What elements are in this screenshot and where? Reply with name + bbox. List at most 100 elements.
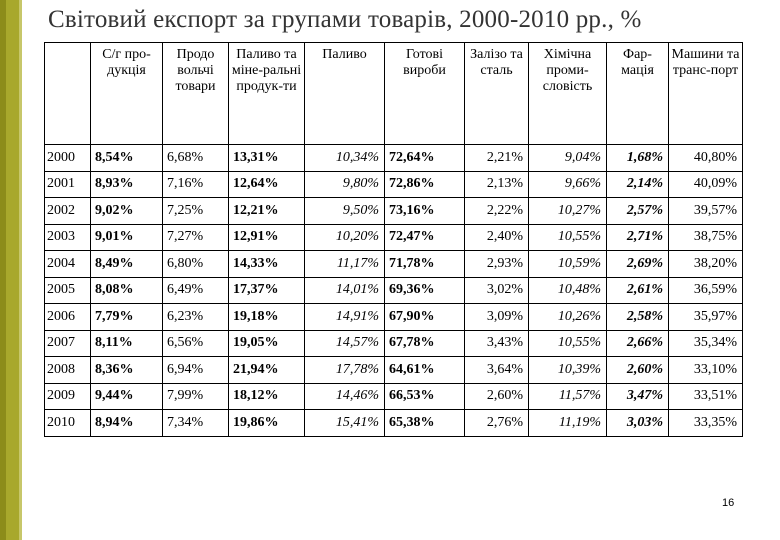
value-cell: 2,60% [606,356,669,384]
header-cell: Паливо [304,42,385,145]
header-cell: Паливо та міне-ральні продук-ти [228,42,305,145]
value-cell: 40,80% [668,144,743,172]
value-cell: 10,48% [528,276,607,304]
export-table: С/г про-дукція Продо вольчі товари Паливо … [44,42,743,437]
value-cell: 8,54% [90,144,163,172]
value-cell: 9,02% [90,197,163,225]
table-row: 2009 9,44% 7,99% 18,12% 14,46% 66,53% 2,60% 11,… [44,382,743,410]
value-cell: 6,56% [162,329,229,357]
value-cell: 18,12% [228,382,305,410]
value-cell: 40,09% [668,170,743,198]
value-cell: 11,17% [304,250,385,278]
year-cell: 2001 [44,170,91,198]
value-cell: 33,51% [668,382,743,410]
value-cell: 12,64% [228,170,305,198]
value-cell: 10,39% [528,356,607,384]
year-cell: 2007 [44,329,91,357]
value-cell: 2,13% [464,170,529,198]
year-cell: 2003 [44,223,91,251]
header-cell: Машини та транс-порт [668,42,743,145]
value-cell: 67,90% [384,303,465,331]
value-cell: 10,59% [528,250,607,278]
value-cell: 71,78% [384,250,465,278]
header-cell: С/г про-дукція [90,42,163,145]
value-cell: 3,09% [464,303,529,331]
value-cell: 6,23% [162,303,229,331]
accent-bar-highlight [19,0,22,540]
value-cell: 9,01% [90,223,163,251]
value-cell: 35,97% [668,303,743,331]
year-cell: 2009 [44,382,91,410]
value-cell: 6,94% [162,356,229,384]
table-row: 2007 8,11% 6,56% 19,05% 14,57% 67,78% 3,43% 10,… [44,329,743,357]
value-cell: 8,94% [90,409,163,437]
year-cell: 2010 [44,409,91,437]
value-cell: 72,47% [384,223,465,251]
header-cell: Фар-мація [606,42,669,145]
header-cell: Залізо та сталь [464,42,529,145]
value-cell: 14,33% [228,250,305,278]
value-cell: 17,37% [228,276,305,304]
value-cell: 38,20% [668,250,743,278]
value-cell: 3,47% [606,382,669,410]
value-cell: 9,50% [304,197,385,225]
value-cell: 7,34% [162,409,229,437]
value-cell: 2,21% [464,144,529,172]
table-row: 2006 7,79% 6,23% 19,18% 14,91% 67,90% 3,09% 10,… [44,303,743,331]
value-cell: 10,55% [528,329,607,357]
value-cell: 2,66% [606,329,669,357]
table-body: 2000 8,54% 6,68% 13,31% 10,34% 72,64% 2,21% 9,0… [44,144,743,437]
value-cell: 36,59% [668,276,743,304]
value-cell: 2,71% [606,223,669,251]
value-cell: 72,86% [384,170,465,198]
year-cell: 2005 [44,276,91,304]
value-cell: 3,02% [464,276,529,304]
value-cell: 2,69% [606,250,669,278]
value-cell: 33,10% [668,356,743,384]
table-row: 2004 8,49% 6,80% 14,33% 11,17% 71,78% 2,93% 10,… [44,250,743,278]
value-cell: 10,20% [304,223,385,251]
table-row: 2001 8,93% 7,16% 12,64% 9,80% 72,86% 2,13% 9,66… [44,170,743,198]
value-cell: 3,64% [464,356,529,384]
value-cell: 8,36% [90,356,163,384]
value-cell: 14,57% [304,329,385,357]
value-cell: 2,58% [606,303,669,331]
value-cell: 2,57% [606,197,669,225]
table-row: 2002 9,02% 7,25% 12,21% 9,50% 73,16% 2,22% 10,2… [44,197,743,225]
value-cell: 7,25% [162,197,229,225]
value-cell: 14,01% [304,276,385,304]
value-cell: 64,61% [384,356,465,384]
value-cell: 6,80% [162,250,229,278]
year-cell: 2000 [44,144,91,172]
value-cell: 7,27% [162,223,229,251]
value-cell: 19,18% [228,303,305,331]
table-row: 2000 8,54% 6,68% 13,31% 10,34% 72,64% 2,21% 9,0… [44,144,743,172]
value-cell: 2,60% [464,382,529,410]
value-cell: 12,91% [228,223,305,251]
value-cell: 33,35% [668,409,743,437]
value-cell: 17,78% [304,356,385,384]
value-cell: 8,11% [90,329,163,357]
value-cell: 19,86% [228,409,305,437]
value-cell: 67,78% [384,329,465,357]
table-row: 2008 8,36% 6,94% 21,94% 17,78% 64,61% 3,64% 10,… [44,356,743,384]
value-cell: 12,21% [228,197,305,225]
value-cell: 10,34% [304,144,385,172]
value-cell: 65,38% [384,409,465,437]
header-cell: Хімічна проми-словість [528,42,607,145]
value-cell: 8,93% [90,170,163,198]
value-cell: 72,64% [384,144,465,172]
value-cell: 7,16% [162,170,229,198]
value-cell: 1,68% [606,144,669,172]
value-cell: 7,99% [162,382,229,410]
year-cell: 2004 [44,250,91,278]
value-cell: 2,14% [606,170,669,198]
header-cell: Продо вольчі товари [162,42,229,145]
year-cell: 2008 [44,356,91,384]
value-cell: 38,75% [668,223,743,251]
value-cell: 10,26% [528,303,607,331]
value-cell: 35,34% [668,329,743,357]
accent-bar-shade [0,0,6,540]
year-cell: 2006 [44,303,91,331]
value-cell: 3,43% [464,329,529,357]
